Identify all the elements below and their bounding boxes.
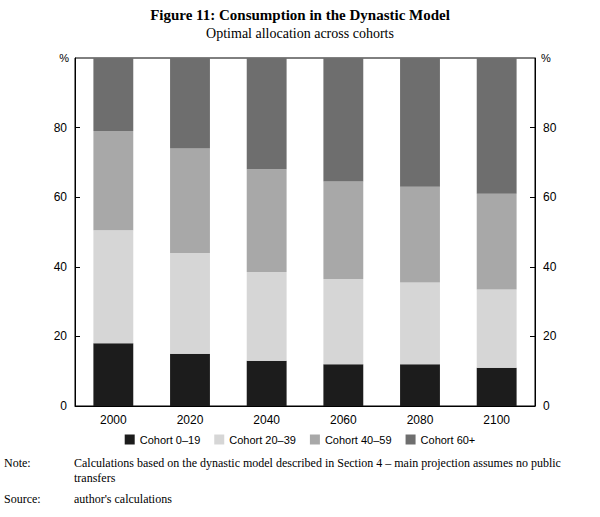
svg-text:80: 80 <box>54 121 68 135</box>
svg-text:2040: 2040 <box>253 413 280 427</box>
svg-text:40: 40 <box>54 260 68 274</box>
svg-text:20: 20 <box>54 329 68 343</box>
svg-text:2100: 2100 <box>483 413 510 427</box>
svg-text:%: % <box>59 52 69 64</box>
svg-text:Cohort 20–39: Cohort 20–39 <box>229 434 296 446</box>
svg-text:2000: 2000 <box>100 413 127 427</box>
svg-text:Cohort 40–59: Cohort 40–59 <box>325 434 392 446</box>
svg-text:80: 80 <box>543 121 557 135</box>
html-text:author's calculations: author's calculations <box>74 492 172 506</box>
svg-text:20: 20 <box>543 329 557 343</box>
svg-text:Cohort 0–19: Cohort 0–19 <box>140 434 201 446</box>
svg-text:%: % <box>541 52 551 64</box>
svg-text:60: 60 <box>54 190 68 204</box>
svg-text:Figure 11: Consumption in the: Figure 11: Consumption in the Dynastic M… <box>150 7 450 23</box>
svg-text:Optimal allocation across coho: Optimal allocation across cohorts <box>206 26 394 41</box>
svg-text:0: 0 <box>60 399 67 413</box>
svg-text:2020: 2020 <box>177 413 204 427</box>
svg-text:2060: 2060 <box>330 413 357 427</box>
svg-text:60: 60 <box>543 190 557 204</box>
svg-text:2080: 2080 <box>407 413 434 427</box>
svg-text:40: 40 <box>543 260 557 274</box>
html-text:Note:: Note: <box>4 456 31 470</box>
html-text:Calculations based on the dyna: Calculations based on the dynastic model… <box>74 456 561 485</box>
svg-text:0: 0 <box>543 399 550 413</box>
html-text:Source:: Source: <box>4 492 41 506</box>
svg-text:Cohort 60+: Cohort 60+ <box>421 434 476 446</box>
